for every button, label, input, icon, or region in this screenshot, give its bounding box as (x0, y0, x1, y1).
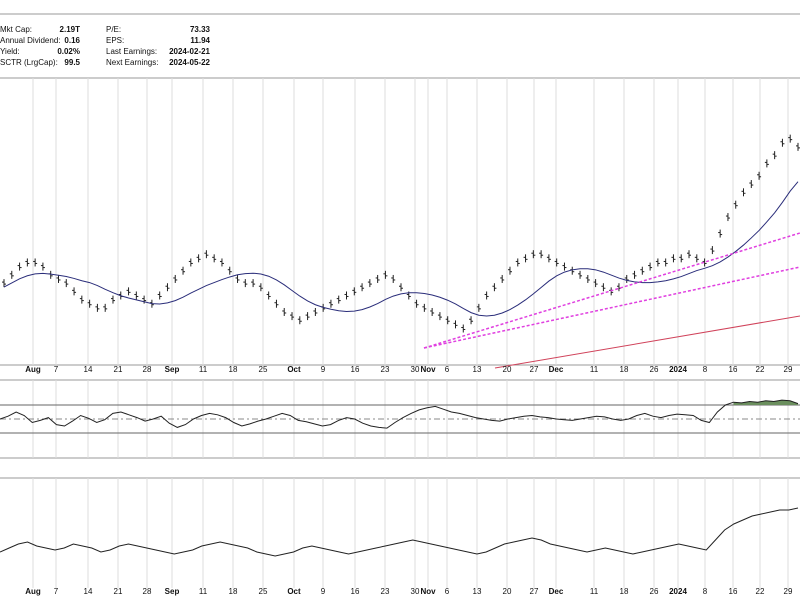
x-tick-label: 26 (650, 365, 659, 374)
x-tick-label: 14 (84, 365, 93, 374)
x-tick-label: 8 (703, 365, 708, 374)
x-tick-label: 18 (620, 365, 629, 374)
x-tick-label: 11 (199, 587, 208, 596)
x-tick-label: Nov (420, 587, 436, 596)
x-tick-label: Oct (287, 587, 301, 596)
overbought-fill (733, 400, 798, 405)
x-tick-label: 14 (84, 587, 93, 596)
x-tick-label: 16 (351, 365, 360, 374)
x-tick-label: 13 (473, 365, 482, 374)
x-tick-label: 30 (411, 365, 420, 374)
x-tick-label: 7 (54, 365, 59, 374)
long-term-average-line (494, 315, 800, 369)
stat-label: Mkt Cap: (0, 25, 33, 34)
stat-value: 2024-02-21 (169, 47, 210, 56)
x-tick-label: 11 (590, 587, 599, 596)
x-tick-label: 6 (445, 365, 450, 374)
stats-panel: Mkt Cap: 2.19T Annual Dividend: 0.16 Yield: 0… (0, 24, 220, 70)
x-tick-label: Sep (165, 365, 180, 374)
stat-label: SCTR (LrgCap): (0, 58, 58, 67)
stat-label: Annual Dividend: (0, 36, 61, 45)
x-tick-label: Oct (287, 365, 301, 374)
x-tick-label: 2024 (669, 365, 687, 374)
stat-value: 0.16 (64, 36, 80, 45)
x-tick-label: 11 (590, 365, 599, 374)
x-tick-label: 9 (321, 587, 326, 596)
x-tick-label: 22 (756, 365, 765, 374)
x-tick-label: 18 (229, 365, 238, 374)
stat-label: Next Earnings: (106, 58, 159, 67)
x-tick-label: 25 (259, 365, 268, 374)
x-tick-label: 28 (143, 587, 152, 596)
x-tick-label: 8 (703, 587, 708, 596)
stat-label: Yield: (0, 47, 20, 56)
x-tick-label: 30 (411, 587, 420, 596)
x-tick-label: 16 (351, 587, 360, 596)
indicator-line (0, 399, 799, 429)
x-tick-label: 16 (729, 587, 738, 596)
moving-average-line (3, 181, 799, 317)
x-tick-label: 22 (756, 587, 765, 596)
x-tick-label: 9 (321, 365, 326, 374)
stat-label: P/E: (106, 25, 122, 34)
x-tick-label: 20 (503, 365, 512, 374)
stat-value: 0.02% (57, 47, 80, 56)
x-tick-label: 7 (54, 587, 59, 596)
x-tick-label: Aug (25, 365, 41, 374)
x-tick-label: Nov (420, 365, 436, 374)
x-tick-label: 29 (784, 587, 793, 596)
x-tick-label: 29 (784, 365, 793, 374)
stat-value: 99.5 (64, 58, 80, 67)
stat-value: 73.33 (189, 25, 210, 34)
x-tick-label: 28 (143, 365, 152, 374)
x-tick-label: 2024 (669, 587, 687, 596)
x-tick-label: 6 (445, 587, 450, 596)
x-tick-label: 23 (381, 365, 390, 374)
x-tick-label: 21 (114, 587, 123, 596)
x-tick-label: 23 (381, 587, 390, 596)
indicator-line (0, 507, 799, 557)
x-tick-label: 13 (473, 587, 482, 596)
x-tick-label: 26 (650, 587, 659, 596)
x-tick-label: 11 (199, 365, 208, 374)
x-tick-label: 25 (259, 587, 268, 596)
x-tick-label: Aug (25, 587, 41, 596)
x-tick-label: Sep (165, 587, 180, 596)
stat-value: 11.94 (190, 36, 210, 45)
x-tick-label: 21 (114, 365, 123, 374)
stat-value: 2.19T (59, 25, 80, 34)
stat-label: EPS: (106, 36, 125, 45)
x-tick-label: Dec (549, 587, 564, 596)
x-tick-label: 27 (530, 365, 539, 374)
x-tick-label: 18 (229, 587, 238, 596)
stat-label: Last Earnings: (106, 47, 158, 56)
x-tick-label: 16 (729, 365, 738, 374)
x-tick-label: 18 (620, 587, 629, 596)
x-tick-label: 27 (530, 587, 539, 596)
trendline (423, 266, 800, 349)
x-tick-label: Dec (549, 365, 564, 374)
stat-value: 2024-05-22 (169, 58, 210, 67)
x-tick-label: 20 (503, 587, 512, 596)
trendline (423, 232, 800, 349)
